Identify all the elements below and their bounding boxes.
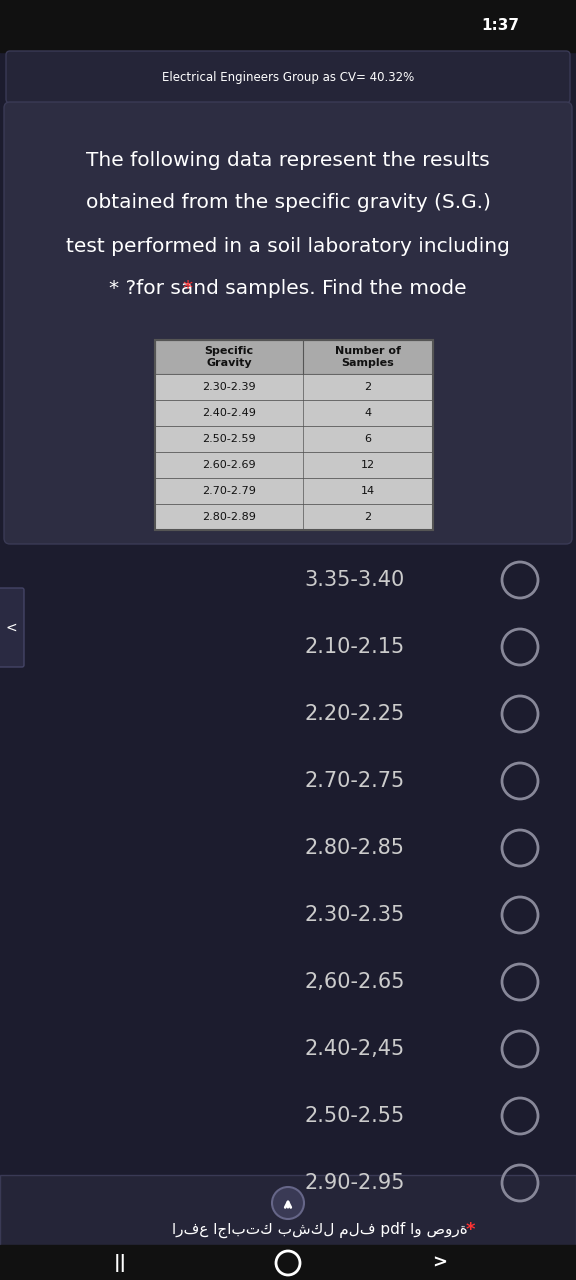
Text: 2.60-2.69: 2.60-2.69 bbox=[202, 460, 256, 470]
Text: 1:37: 1:37 bbox=[481, 18, 519, 33]
Text: 2.80-2.89: 2.80-2.89 bbox=[202, 512, 256, 522]
Text: test performed in a soil laboratory including: test performed in a soil laboratory incl… bbox=[66, 237, 510, 256]
Text: 14: 14 bbox=[361, 486, 375, 495]
Text: 2.30-2.35: 2.30-2.35 bbox=[305, 905, 405, 925]
Bar bbox=[155, 340, 433, 530]
Text: 6: 6 bbox=[365, 434, 372, 444]
Text: Specific
Gravity: Specific Gravity bbox=[204, 346, 253, 367]
Bar bbox=[155, 399, 433, 426]
Bar bbox=[155, 504, 433, 530]
Text: 2.70-2.79: 2.70-2.79 bbox=[202, 486, 256, 495]
Text: 2: 2 bbox=[365, 381, 372, 392]
Text: 2.10-2.15: 2.10-2.15 bbox=[305, 637, 405, 657]
Text: The following data represent the results: The following data represent the results bbox=[86, 151, 490, 169]
FancyBboxPatch shape bbox=[6, 51, 570, 102]
Bar bbox=[155, 452, 433, 477]
Bar bbox=[0, 1245, 576, 1280]
Text: *: * bbox=[183, 279, 199, 298]
Bar bbox=[155, 426, 433, 452]
Text: 2.50-2.59: 2.50-2.59 bbox=[202, 434, 256, 444]
Text: 2.90-2.95: 2.90-2.95 bbox=[305, 1172, 406, 1193]
Text: 2.50-2.55: 2.50-2.55 bbox=[305, 1106, 405, 1126]
Text: 2.80-2.85: 2.80-2.85 bbox=[305, 838, 405, 858]
Text: 2,60-2.65: 2,60-2.65 bbox=[305, 972, 406, 992]
Bar bbox=[155, 340, 433, 530]
FancyBboxPatch shape bbox=[0, 588, 24, 667]
Text: >: > bbox=[433, 1254, 448, 1272]
Bar bbox=[0, 1175, 576, 1254]
Text: <: < bbox=[5, 621, 17, 635]
Text: obtained from the specific gravity (S.G.): obtained from the specific gravity (S.G.… bbox=[86, 193, 490, 212]
Text: 2.40-2.49: 2.40-2.49 bbox=[202, 408, 256, 419]
Text: * ?for sand samples. Find the mode: * ?for sand samples. Find the mode bbox=[109, 279, 467, 298]
Bar bbox=[155, 374, 433, 399]
Bar bbox=[0, 0, 576, 52]
Text: 12: 12 bbox=[361, 460, 375, 470]
Bar bbox=[155, 477, 433, 504]
Text: 2.40-2,45: 2.40-2,45 bbox=[305, 1039, 405, 1059]
Text: ارفع اجابتك بشكل ملف pdf او صورة: ارفع اجابتك بشكل ملف pdf او صورة bbox=[172, 1222, 468, 1238]
Text: 3.35-3.40: 3.35-3.40 bbox=[305, 570, 405, 590]
Text: ||: || bbox=[113, 1254, 127, 1272]
Text: 4: 4 bbox=[365, 408, 372, 419]
Bar bbox=[155, 340, 433, 374]
Text: 2.30-2.39: 2.30-2.39 bbox=[202, 381, 256, 392]
Text: Number of
Samples: Number of Samples bbox=[335, 346, 401, 367]
Text: Electrical Engineers Group as CV= 40.32%: Electrical Engineers Group as CV= 40.32% bbox=[162, 72, 414, 84]
Text: *: * bbox=[465, 1221, 475, 1239]
Circle shape bbox=[272, 1187, 304, 1219]
FancyBboxPatch shape bbox=[4, 102, 572, 544]
Text: 2: 2 bbox=[365, 512, 372, 522]
Text: 2.20-2.25: 2.20-2.25 bbox=[305, 704, 405, 724]
Text: 2.70-2.75: 2.70-2.75 bbox=[305, 771, 405, 791]
